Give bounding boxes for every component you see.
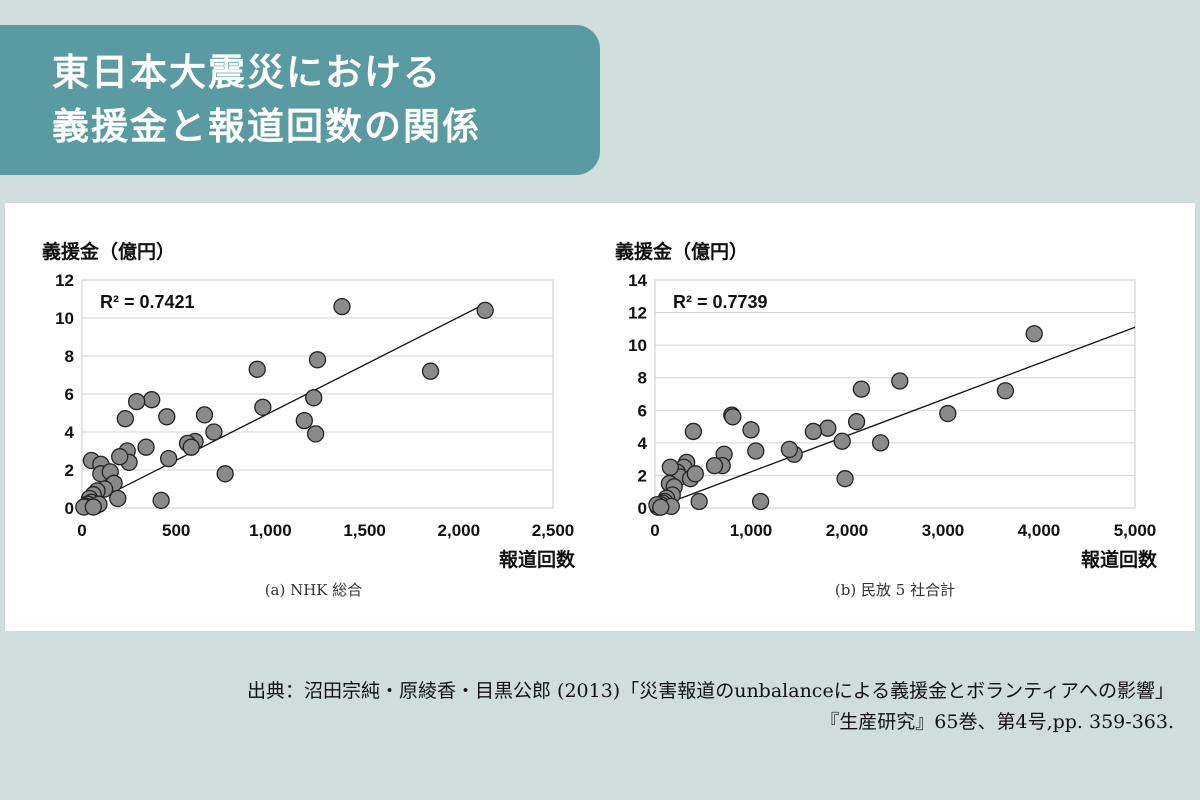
y-tick-label: 12 — [55, 271, 74, 290]
y-tick-label: 2 — [638, 466, 647, 485]
data-point — [652, 498, 670, 516]
citation-line-1: 出典：沼田宗純・原綾香・目黒公郎 (2013)「災害報道のunbalanceによ… — [246, 680, 1174, 702]
data-point — [160, 449, 178, 468]
data-point — [116, 410, 134, 428]
y-tick-label: 8 — [638, 369, 647, 388]
data-point — [939, 404, 957, 423]
x-tick-label: 1,000 — [249, 521, 292, 540]
data-point — [205, 423, 223, 441]
x-tick-label: 500 — [162, 521, 190, 540]
citation-line-2: 『生産研究』65巻、第4号,pp. 359-363. — [820, 711, 1174, 733]
x-tick-label: 3,000 — [922, 521, 965, 540]
y-tick-label: 8 — [65, 347, 74, 366]
r-squared-label: R² = 0.7421 — [100, 292, 195, 312]
y-tick-label: 10 — [628, 336, 647, 355]
y-tick-label: 6 — [65, 385, 74, 404]
data-point — [421, 362, 440, 380]
chart-caption: (a) NHK 総合 — [265, 581, 363, 599]
data-point — [833, 432, 851, 450]
x-tick-label: 1,000 — [730, 521, 773, 540]
x-tick-label: 2,000 — [826, 521, 869, 540]
data-point — [996, 382, 1015, 400]
data-point — [111, 448, 129, 466]
data-point — [852, 380, 871, 398]
data-point — [143, 391, 161, 409]
data-point — [152, 491, 170, 510]
y-tick-label: 6 — [638, 401, 647, 420]
plot-frame — [81, 279, 554, 509]
data-point — [871, 434, 890, 452]
data-point — [724, 408, 742, 426]
data-point — [295, 411, 313, 430]
r-squared-label: R² = 0.7739 — [673, 292, 768, 312]
data-point — [216, 465, 234, 483]
chart-panel: 0 2 4 6 8 10 12 0 500 1,000 1,500 2,000 2,500 義援金（億円）… — [5, 203, 1195, 631]
citation: 出典：沼田宗純・原綾香・目黒公郎 (2013)「災害報道のunbalanceによ… — [247, 676, 1174, 738]
data-point — [836, 470, 854, 488]
x-tick-label: 0 — [77, 521, 86, 540]
y-tick-label: 10 — [55, 309, 74, 328]
y-tick-label: 4 — [65, 423, 75, 442]
trendline — [654, 326, 1136, 509]
data-point — [137, 438, 155, 456]
data-point — [804, 422, 823, 441]
y-tick-label: 12 — [628, 304, 647, 323]
y-tick-label: 0 — [638, 499, 647, 518]
x-tick-label: 2,500 — [532, 521, 575, 540]
data-point — [305, 389, 323, 407]
data-point — [705, 457, 724, 475]
data-point — [84, 498, 102, 516]
title-banner: 東日本大震災における 義援金と報道回数の関係 — [0, 25, 600, 175]
title-line-2: 義援金と報道回数の関係 — [52, 105, 481, 148]
y-tick-label: 0 — [65, 499, 74, 518]
data-point — [127, 392, 146, 411]
data-point — [308, 351, 327, 369]
data-point — [476, 301, 494, 320]
data-point — [158, 408, 176, 426]
y-axis-title: 義援金（億円） — [42, 240, 175, 263]
plot-frame — [654, 279, 1136, 509]
y-tick-label: 4 — [638, 434, 648, 453]
data-point — [747, 442, 765, 460]
data-point — [686, 465, 704, 483]
y-tick-label: 14 — [628, 271, 647, 290]
x-tick-label: 5,000 — [1114, 521, 1157, 540]
data-point — [751, 492, 770, 511]
data-point — [195, 406, 214, 424]
x-tick-label: 0 — [650, 521, 659, 540]
scatter-chart-nhk: 0 2 4 6 8 10 12 0 500 1,000 1,500 2,000 2,500 義援金（億円）… — [42, 240, 576, 599]
x-tick-label: 2,000 — [438, 521, 481, 540]
data-point — [254, 398, 272, 416]
chart-caption: (b) 民放 5 社合計 — [835, 581, 955, 599]
data-point — [306, 425, 325, 443]
data-point — [333, 297, 351, 316]
data-point — [819, 419, 837, 437]
x-tick-label: 4,000 — [1018, 521, 1061, 540]
scatter-chart-commercial: 0 2 4 6 8 10 12 14 0 1,000 2,000 3,000 4,000 5,000 義援金… — [615, 240, 1158, 599]
y-tick-label: 2 — [65, 461, 74, 480]
data-point — [1025, 325, 1043, 343]
title-line-1: 東日本大震災における — [52, 51, 442, 94]
trendline — [81, 302, 488, 509]
y-axis-title: 義援金（億円） — [615, 240, 748, 263]
data-point — [847, 413, 866, 431]
data-point — [891, 372, 909, 390]
data-point — [742, 421, 760, 439]
data-point — [690, 492, 708, 511]
data-point — [109, 489, 127, 508]
data-point — [182, 438, 200, 456]
x-axis-title: 報道回数 — [1081, 548, 1158, 571]
data-point — [684, 422, 703, 441]
x-tick-label: 1,500 — [343, 521, 386, 540]
data-point — [248, 360, 266, 378]
data-point — [780, 440, 799, 459]
x-axis-title: 報道回数 — [499, 548, 576, 571]
data-point — [661, 458, 680, 476]
